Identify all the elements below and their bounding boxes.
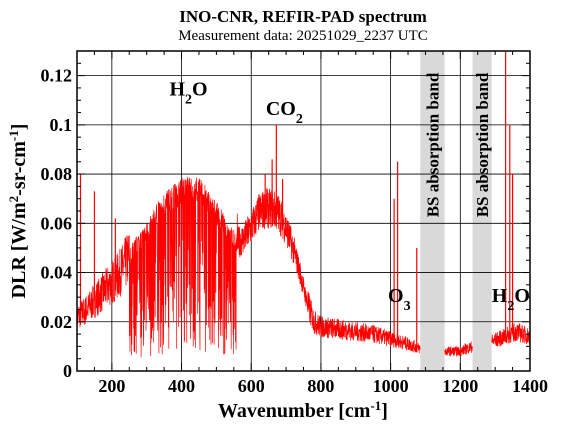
absorption-bands: BS absorption band BS absorption band bbox=[420, 51, 492, 371]
y-axis-label: DLR [W/m2-sr-cm-1] bbox=[6, 124, 31, 299]
x-axis-label-end: ] bbox=[381, 400, 388, 422]
x-tick-label-4: 1000 bbox=[373, 376, 409, 396]
x-tick-label-0: 200 bbox=[98, 376, 125, 396]
y-tick-label-5: 0.1 bbox=[50, 115, 73, 135]
x-tick-label-1: 400 bbox=[168, 376, 195, 396]
y-tick-label-2: 0.04 bbox=[41, 263, 73, 283]
x-tick-label-5: 1200 bbox=[442, 376, 478, 396]
molecule-annotations: H2O CO2 O3 H2O bbox=[169, 78, 529, 313]
y-axis-label-sup2: -1 bbox=[6, 130, 21, 141]
plot-frame bbox=[76, 50, 531, 372]
grid-lines bbox=[77, 51, 530, 371]
y-axis-label-end: ] bbox=[8, 124, 30, 131]
y-tick-label-0: 0 bbox=[63, 361, 72, 381]
absorption-band-1 bbox=[472, 51, 492, 371]
y-tick-label-6: 0.12 bbox=[41, 66, 73, 86]
x-axis-label-sup: -1 bbox=[370, 398, 381, 413]
series-line bbox=[76, 176, 531, 358]
y-axis-label-mid: -sr-cm bbox=[8, 141, 30, 196]
x-axis-ticks: 200 400 600 800 1000 1200 1400 bbox=[76, 51, 548, 396]
x-axis-label-main: Wavenumber [cm bbox=[218, 400, 371, 422]
x-tick-label-6: 1400 bbox=[512, 376, 548, 396]
absorption-band-label-1: BS absorption band bbox=[473, 72, 492, 217]
series-dlr bbox=[76, 51, 531, 358]
y-axis-label-main: DLR [W/m bbox=[8, 202, 30, 298]
y-tick-label-3: 0.06 bbox=[41, 213, 73, 233]
absorption-band-0 bbox=[420, 51, 445, 371]
y-tick-label-4: 0.08 bbox=[41, 164, 73, 184]
annotation-label-3: H2O bbox=[492, 285, 530, 314]
x-tick-label-2: 600 bbox=[238, 376, 265, 396]
annotation-label-1: CO2 bbox=[266, 98, 303, 127]
annotation-label-2: O3 bbox=[388, 285, 411, 314]
y-axis-label-sup: 2 bbox=[6, 196, 21, 203]
annotation-label-0: H2O bbox=[169, 78, 207, 107]
absorption-band-label-0: BS absorption band bbox=[423, 72, 442, 217]
y-axis-ticks: 0 0.02 0.04 0.06 0.08 0.1 0.12 bbox=[41, 50, 530, 381]
chart-title: INO-CNR, REFIR-PAD spectrum bbox=[179, 7, 427, 26]
chart-subtitle: Measurement data: 20251029_2237 UTC bbox=[178, 28, 428, 44]
x-tick-label-3: 800 bbox=[307, 376, 334, 396]
x-axis-label: Wavenumber [cm-1] bbox=[218, 398, 388, 423]
y-tick-label-1: 0.02 bbox=[41, 312, 73, 332]
